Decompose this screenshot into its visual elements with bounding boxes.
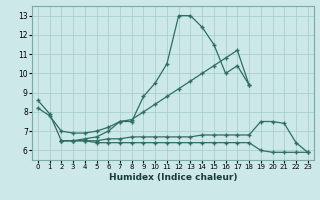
X-axis label: Humidex (Indice chaleur): Humidex (Indice chaleur) xyxy=(108,173,237,182)
